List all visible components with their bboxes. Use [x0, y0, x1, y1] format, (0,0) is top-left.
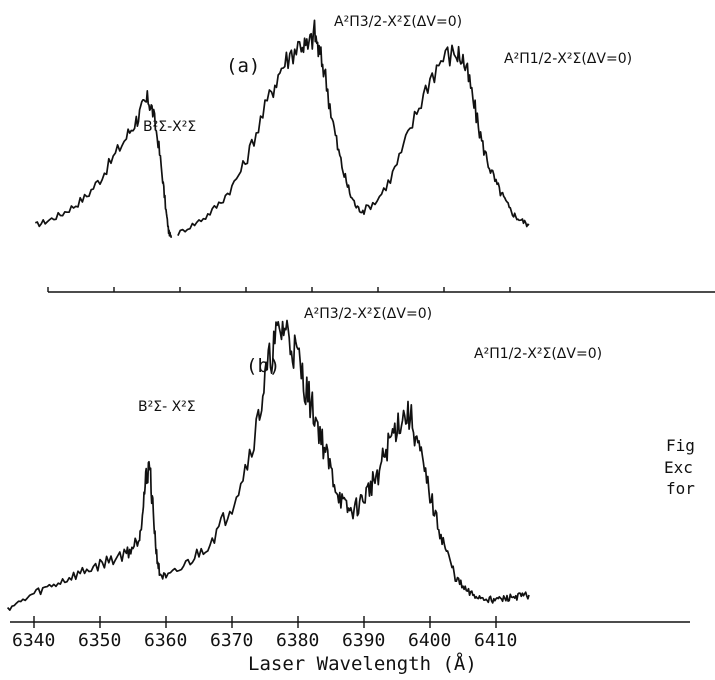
x-axis-title: Laser Wavelength (Å) [248, 652, 477, 675]
panel-a-traces [34, 19, 530, 238]
caption-line-2: Exc [664, 458, 693, 477]
panel-a-annotation-a12: A²Π1/2-X²Σ(ΔV=0) [504, 51, 632, 67]
panel-a-annotation-a32: A²Π3/2-X²Σ(ΔV=0) [334, 14, 462, 30]
panel-a-series-segment-2 [177, 19, 530, 236]
panel-a-series-segment-1 [34, 90, 173, 238]
panel-a-annotation-b-x: B²Σ-X²Σ [143, 119, 196, 135]
panel-b-x-tick-label-6410: 6410 [474, 630, 517, 651]
panel-b-trace [6, 319, 530, 611]
panel-a-ticks [47, 287, 511, 292]
panel-b-x-tick-label-6350: 6350 [78, 630, 121, 651]
panel-b-series-line [6, 319, 530, 611]
panel-b-annotation-a12: A²Π1/2-X²Σ(ΔV=0) [474, 346, 602, 362]
caption-line-3: for [666, 479, 695, 498]
panel-b-annotation-b-x: B²Σ- X²Σ [138, 399, 196, 415]
panel-b-annotation-a32: A²Π3/2-X²Σ(ΔV=0) [304, 306, 432, 322]
caption-line-1: Fig [666, 436, 695, 455]
panel-a: (a) B²Σ-X²Σ A²Π3/2-X²Σ(ΔV=0) A²Π1/2-X²Σ(… [34, 14, 715, 293]
panel-b-label: (b) [246, 355, 280, 377]
panel-b: (b) B²Σ- X²Σ A²Π3/2-X²Σ(ΔV=0) A²Π1/2-X²Σ… [6, 306, 690, 675]
panel-b-x-tick-label-6360: 6360 [144, 630, 187, 651]
panel-a-label: (a) [226, 55, 260, 77]
panel-b-ticks: 6340 6350 6360 6370 6380 6390 6400 6410 [12, 616, 517, 651]
panel-b-x-tick-label-6390: 6390 [342, 630, 385, 651]
panel-b-x-tick-label-6400: 6400 [408, 630, 451, 651]
panel-b-x-tick-label-6380: 6380 [276, 630, 319, 651]
panel-b-x-tick-label-6340: 6340 [12, 630, 55, 651]
figure-caption: Fig Exc for [664, 436, 695, 498]
panel-b-x-tick-label-6370: 6370 [210, 630, 253, 651]
